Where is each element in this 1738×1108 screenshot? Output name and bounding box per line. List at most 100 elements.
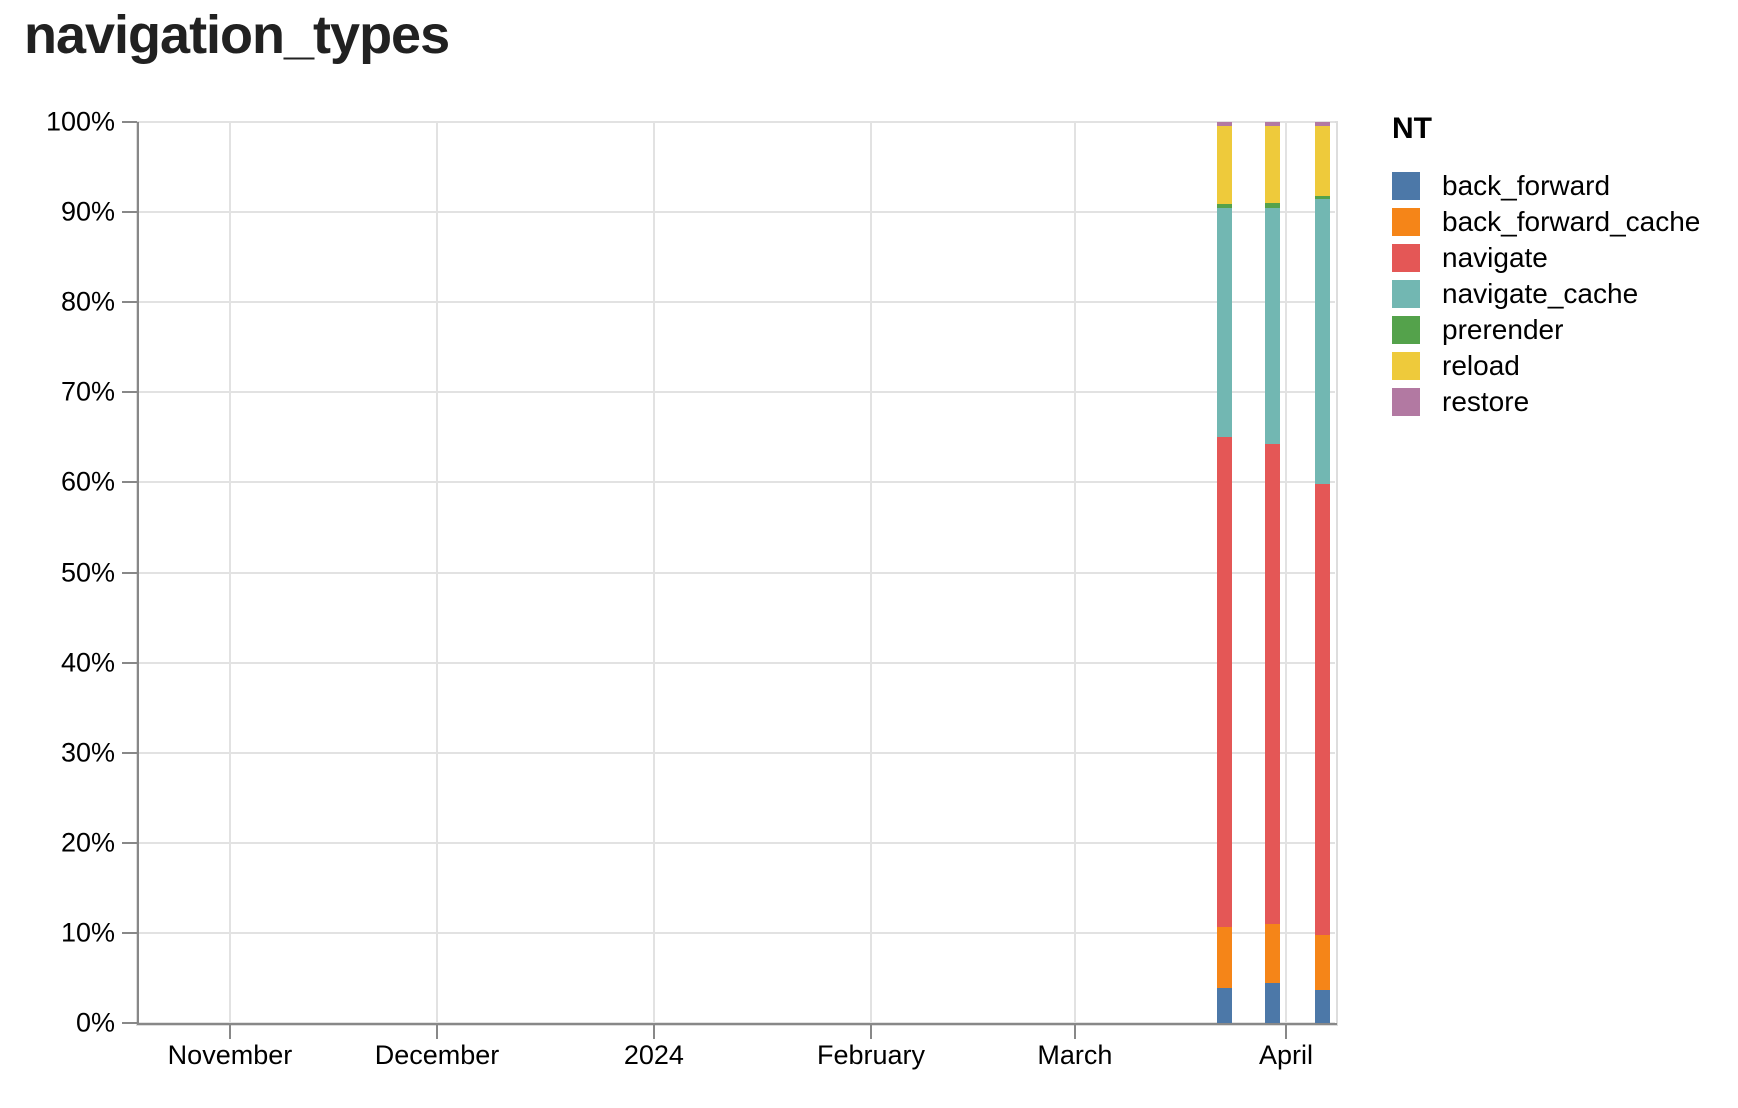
y-tick (122, 211, 137, 214)
x-tick-label: 2024 (623, 1040, 684, 1070)
y-gridline (137, 391, 1335, 394)
y-tick-label: 10% (60, 917, 115, 948)
legend-title: NT (1392, 112, 1432, 145)
y-tick-label: 60% (60, 466, 115, 497)
legend-row-reload: reload (1392, 348, 1700, 384)
bar-segment-navigate (1265, 443, 1280, 924)
x-axis-line (137, 1023, 1337, 1025)
bar-segment-back_forward_cache (1265, 923, 1280, 984)
legend-swatch-restore (1392, 388, 1420, 416)
bar-segment-prerender (1315, 195, 1330, 200)
x-gridline (652, 122, 655, 1023)
y-tick (122, 571, 137, 574)
bar-segment-navigate_cache (1265, 207, 1280, 444)
y-tick (122, 661, 137, 664)
bar-segment-prerender (1265, 203, 1280, 208)
y-tick (122, 301, 137, 304)
legend-swatch-back_forward_cache (1392, 208, 1420, 236)
legend-label: back_forward (1442, 170, 1611, 201)
x-tick-label: March (1037, 1040, 1113, 1070)
y-tick-label: 100% (45, 106, 115, 137)
legend-row-back_forward: back_forward (1392, 168, 1700, 204)
bar-segment-reload (1265, 125, 1280, 204)
legend-swatch-back_forward (1392, 172, 1420, 200)
bar-segment-back_forward (1217, 987, 1232, 1023)
plot-border (136, 121, 1338, 1026)
bar-segment-restore (1217, 122, 1232, 126)
x-tick (1285, 1023, 1287, 1039)
legend-label: navigate (1442, 242, 1548, 273)
bar-segment-restore (1315, 122, 1330, 126)
y-axis-line (137, 122, 139, 1025)
bar-segment-back_forward_cache (1217, 927, 1232, 988)
bar-segment-reload (1217, 125, 1232, 204)
legend-swatch-prerender (1392, 316, 1420, 344)
x-gridline (1285, 122, 1287, 1023)
legend-label: navigate_cache (1442, 278, 1639, 309)
bar-segment-back_forward (1265, 983, 1280, 1023)
y-tick-label: 50% (60, 557, 115, 587)
legend-swatch-reload (1392, 352, 1420, 380)
y-gridline (137, 481, 1335, 484)
legend-label: prerender (1442, 314, 1564, 345)
y-tick (122, 931, 137, 934)
bar-segment-navigate (1217, 437, 1232, 928)
x-tick (870, 1023, 872, 1039)
y-gridline (137, 841, 1335, 844)
bar-segment-back_forward (1315, 989, 1330, 1023)
legend-items: back_forward back_forward_cache navigate na… (1392, 168, 1700, 420)
x-tick (652, 1023, 655, 1039)
bar-segment-navigate_cache (1315, 199, 1330, 485)
x-tick (1073, 1023, 1076, 1039)
y-tick-label: 70% (60, 376, 115, 407)
x-tick-label: April (1258, 1040, 1314, 1070)
legend-label: restore (1442, 386, 1530, 417)
x-tick-label: December (374, 1040, 500, 1070)
x-tick-label: November (167, 1040, 293, 1070)
x-tick-label: February (816, 1040, 926, 1070)
y-gridline (137, 211, 1335, 214)
legend-row-prerender: prerender (1392, 312, 1700, 348)
legend-row-back_forward_cache: back_forward_cache (1392, 204, 1700, 240)
plot-area (136, 121, 1338, 1026)
legend-row-restore: restore (1392, 384, 1700, 420)
y-tick-label: 40% (60, 647, 115, 678)
y-gridline (137, 661, 1335, 664)
bar-segment-restore (1265, 122, 1280, 126)
legend-label: reload (1442, 350, 1520, 381)
y-tick-label: 0% (75, 1007, 115, 1038)
y-tick (122, 481, 137, 484)
bar-segment-prerender (1217, 203, 1232, 208)
y-tick (122, 391, 137, 394)
chart-title: navigation_types (24, 5, 450, 65)
x-tick (228, 1023, 231, 1039)
legend-label: back_forward_cache (1442, 206, 1701, 237)
legend-row-navigate: navigate (1392, 240, 1700, 276)
bar-segment-back_forward_cache (1315, 934, 1330, 990)
bar-segment-navigate (1315, 484, 1330, 935)
legend-swatch-navigate_cache (1392, 280, 1420, 308)
x-gridline (870, 122, 872, 1023)
y-tick (122, 751, 137, 754)
bar-segment-reload (1315, 125, 1330, 196)
y-tick-label: 20% (60, 827, 115, 858)
y-gridline (137, 571, 1335, 574)
y-tick-label: 30% (60, 737, 115, 768)
y-tick (122, 1022, 137, 1024)
x-tick (435, 1023, 438, 1039)
y-gridline (137, 751, 1335, 754)
x-gridline (228, 122, 231, 1023)
y-gridline (137, 931, 1335, 934)
y-gridline (137, 301, 1335, 304)
legend-row-navigate_cache: navigate_cache (1392, 276, 1700, 312)
y-tick-label: 90% (60, 196, 115, 227)
y-tick-label: 80% (60, 286, 115, 317)
bar-segment-navigate_cache (1217, 207, 1232, 438)
y-tick (122, 841, 137, 844)
legend-swatch-navigate (1392, 244, 1420, 272)
x-gridline (1073, 122, 1076, 1023)
y-gridline (137, 121, 1335, 123)
y-tick (122, 121, 137, 123)
